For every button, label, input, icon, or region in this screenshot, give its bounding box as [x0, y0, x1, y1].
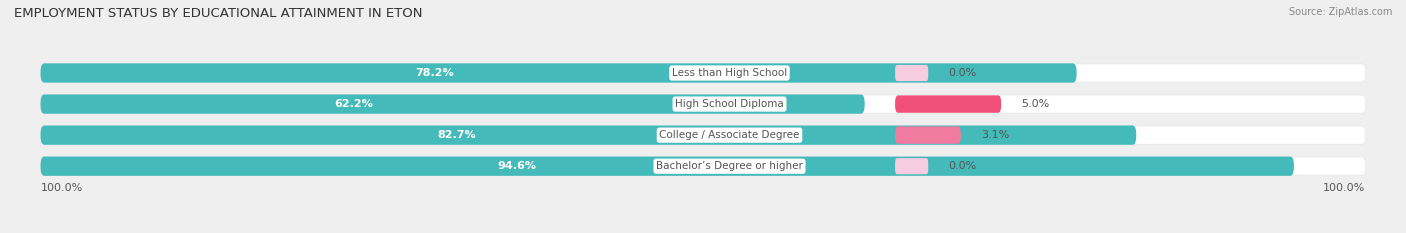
Text: College / Associate Degree: College / Associate Degree: [659, 130, 800, 140]
Text: High School Diploma: High School Diploma: [675, 99, 785, 109]
Text: 0.0%: 0.0%: [948, 68, 976, 78]
Text: 100.0%: 100.0%: [1323, 183, 1365, 193]
FancyBboxPatch shape: [896, 158, 928, 174]
FancyBboxPatch shape: [41, 94, 865, 114]
Text: 78.2%: 78.2%: [415, 68, 454, 78]
FancyBboxPatch shape: [41, 95, 1365, 113]
FancyBboxPatch shape: [41, 126, 1136, 145]
Text: 94.6%: 94.6%: [498, 161, 536, 171]
Text: 100.0%: 100.0%: [41, 183, 83, 193]
FancyBboxPatch shape: [41, 126, 1365, 145]
Text: Less than High School: Less than High School: [672, 68, 787, 78]
Text: 5.0%: 5.0%: [1021, 99, 1049, 109]
Text: 62.2%: 62.2%: [335, 99, 373, 109]
FancyBboxPatch shape: [41, 64, 1365, 82]
FancyBboxPatch shape: [41, 157, 1365, 176]
Text: 3.1%: 3.1%: [981, 130, 1010, 140]
FancyBboxPatch shape: [41, 63, 1077, 83]
Text: Bachelor’s Degree or higher: Bachelor’s Degree or higher: [657, 161, 803, 171]
FancyBboxPatch shape: [896, 127, 960, 144]
Text: EMPLOYMENT STATUS BY EDUCATIONAL ATTAINMENT IN ETON: EMPLOYMENT STATUS BY EDUCATIONAL ATTAINM…: [14, 7, 423, 20]
FancyBboxPatch shape: [41, 127, 1365, 144]
Text: 0.0%: 0.0%: [948, 161, 976, 171]
Text: Source: ZipAtlas.com: Source: ZipAtlas.com: [1288, 7, 1392, 17]
FancyBboxPatch shape: [41, 63, 1365, 83]
FancyBboxPatch shape: [896, 95, 1001, 113]
FancyBboxPatch shape: [41, 158, 1365, 175]
FancyBboxPatch shape: [41, 94, 1365, 114]
FancyBboxPatch shape: [41, 157, 1294, 176]
FancyBboxPatch shape: [896, 65, 928, 81]
Text: 82.7%: 82.7%: [437, 130, 477, 140]
